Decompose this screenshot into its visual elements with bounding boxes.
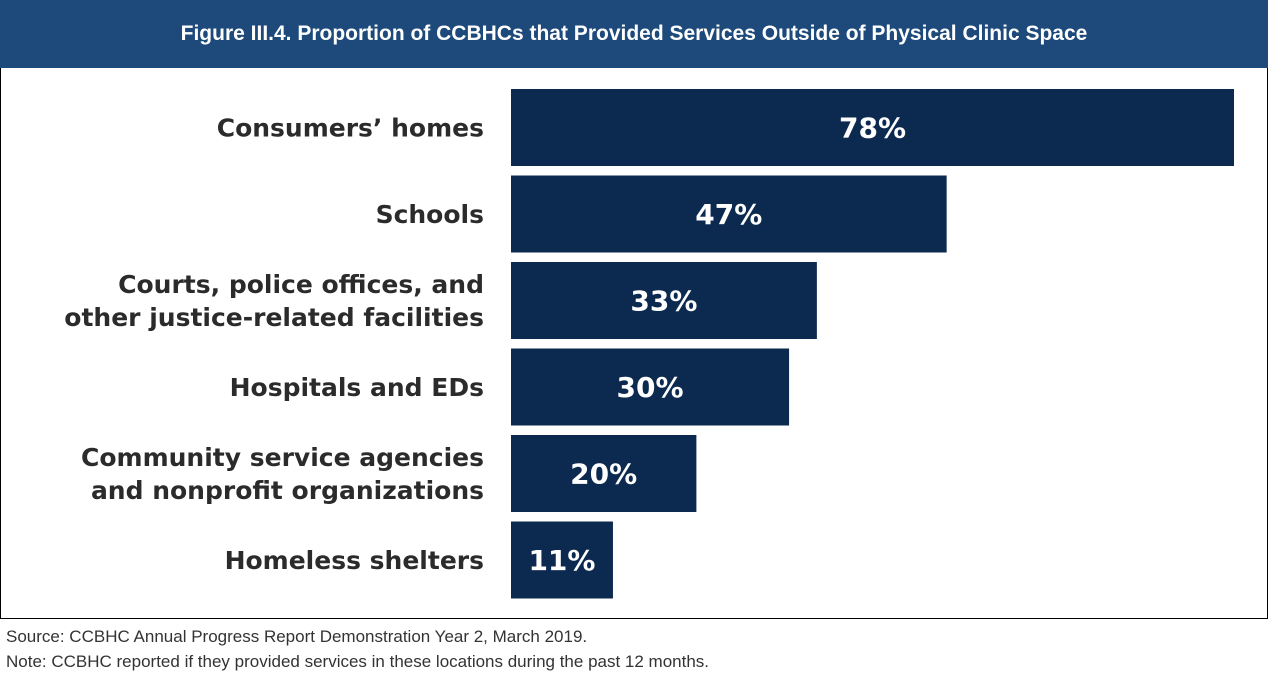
bar-chart: 78% Consumers’ homes 47% Schools 33% Courts, … [64,89,1234,599]
data-label: 11% [528,544,595,577]
category-label: Consumers’ homes [217,114,484,143]
bar [511,175,947,253]
figure-title: Figure III.4. Proportion of CCBHCs that … [0,0,1268,68]
category-label: Schools [376,200,484,229]
category-label: Community service agencies [81,443,484,472]
bar [511,435,697,512]
category-label: other justice-related facilities [64,303,484,332]
data-label: 30% [617,371,684,404]
category-label: Homeless shelters [225,546,484,575]
data-label: 78% [839,112,906,145]
bar [511,89,1234,166]
category-label: and nonprofit organizations [91,476,484,505]
bar [511,262,817,339]
footer: Source: CCBHC Annual Progress Report Dem… [6,624,709,674]
category-label: Hospitals and EDs [230,373,484,402]
data-label: 33% [630,285,697,318]
bar [511,348,790,426]
bar [511,521,613,599]
category-label: Courts, police offices, and [118,270,484,299]
footnote: Note: CCBHC reported if they provided se… [6,652,710,671]
data-label: 47% [695,198,762,231]
source-note: Source: CCBHC Annual Progress Report Dem… [6,627,588,646]
data-label: 20% [570,458,637,491]
